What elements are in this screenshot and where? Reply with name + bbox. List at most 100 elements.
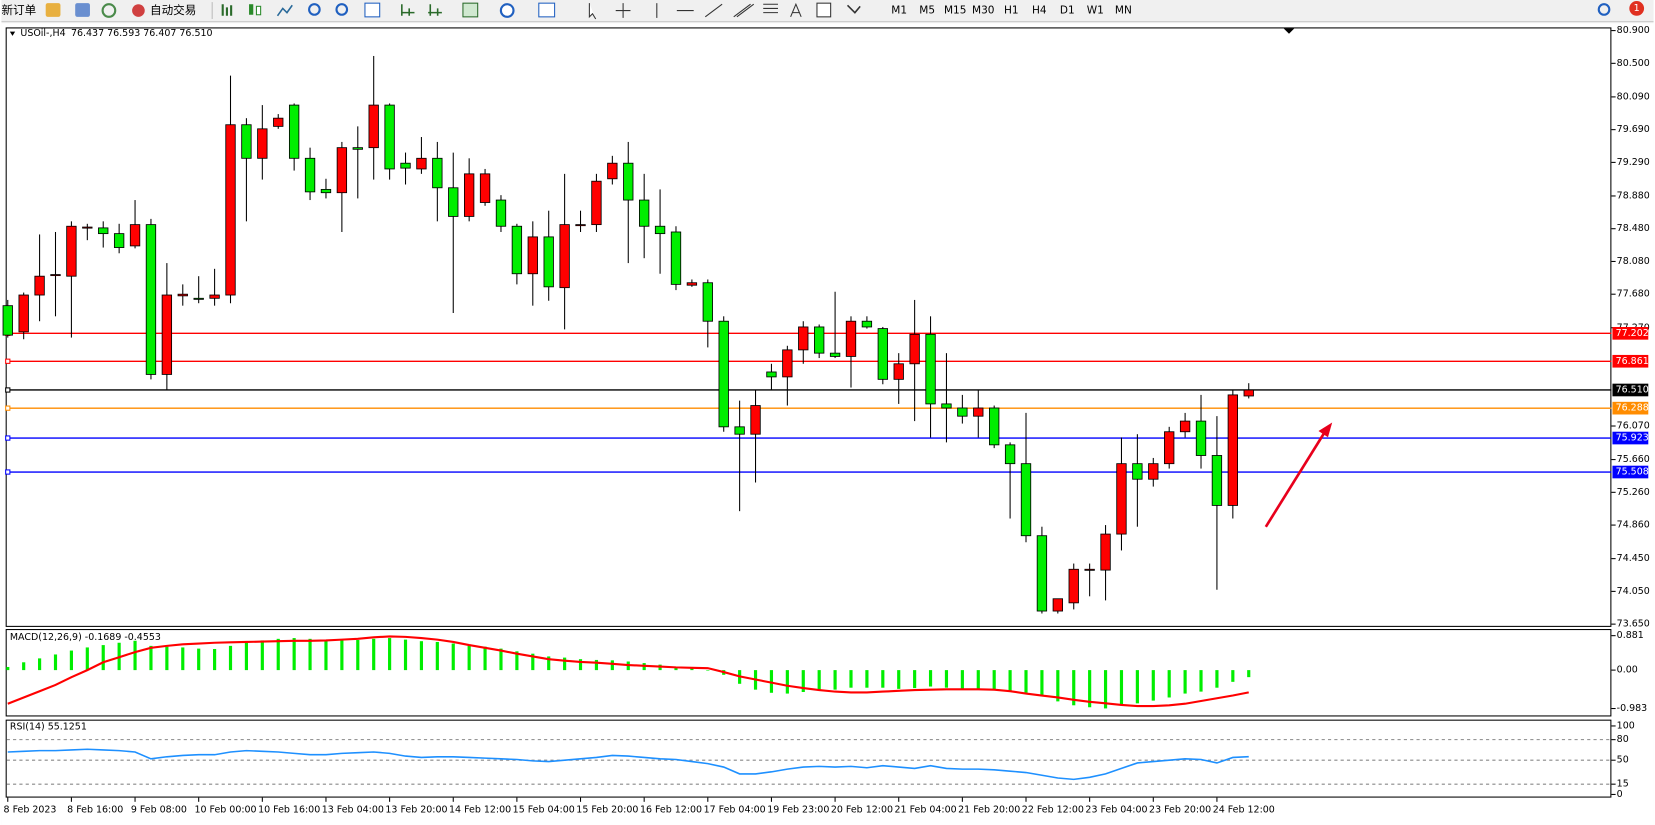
level-tag-label: 76.510 [1616,384,1649,395]
auto-trading-icon[interactable] [132,4,145,17]
new-order-button[interactable]: 新订单 [1,3,36,17]
candle-body [1020,463,1032,537]
candle-body [1179,420,1191,433]
macd-bar [992,670,996,690]
timeframe-button[interactable]: H1 [1004,5,1019,17]
candle-body [909,333,920,365]
timeframe-group: M1 M5 M15 M30 H1 H4 D1 W1 MN [891,5,1132,17]
candle-body [432,157,443,189]
macd-bar [801,670,805,693]
macd-bar [403,639,408,671]
candle-body [400,162,411,169]
x-tick-label: 14 Feb 12:00 [449,805,511,816]
channel-icon[interactable] [733,3,755,18]
autoscroll-icon[interactable] [428,4,442,16]
candle-body [1068,568,1079,604]
candle-body [1243,389,1254,397]
macd-bar [817,670,821,691]
macd-bar [1024,670,1028,693]
tile-icon[interactable] [364,2,381,18]
candle-body [288,104,300,159]
notification-count[interactable]: 1 [1634,3,1640,14]
macd-bar [244,642,248,671]
candle-body [973,407,984,417]
zoom-out-icon[interactable] [335,3,349,16]
cursor-icon[interactable] [588,3,597,20]
text-icon[interactable] [790,2,802,18]
candle-body [941,403,952,409]
candle-icon[interactable] [249,4,254,15]
timeframe-button[interactable]: M15 [944,5,966,17]
bar-chart-icon[interactable] [221,4,233,16]
candle-body [1148,463,1159,480]
y-tick-label: 100 [1617,720,1635,731]
arrows-icon[interactable] [846,4,861,14]
icon[interactable] [75,3,90,17]
y-tick-label: 80 [1617,734,1629,745]
macd-bar [435,641,439,671]
macd-bar [1215,670,1219,688]
shift-icon[interactable] [401,4,415,16]
annotation-arrow-head [1318,422,1333,438]
candle-body [1004,444,1016,465]
crosshair-icon[interactable] [615,3,631,18]
macd-bar [706,670,710,671]
trendline-icon[interactable] [704,3,723,18]
candle-body [511,225,523,275]
plot-layer: 80.900 80.500 80.090 79.690 79.290 78.880 78.4… [2,25,1650,816]
x-tick-label: 15 Feb 04:00 [513,805,575,816]
fibo-icon[interactable] [763,3,778,14]
timeframe-button[interactable]: M5 [919,5,935,17]
indicators-icon[interactable] [462,2,479,18]
timeframe-button[interactable]: H4 [1032,5,1047,17]
icon[interactable] [101,3,117,18]
zoom-in-icon[interactable] [308,3,321,16]
timeframe-button[interactable]: M1 [891,5,907,17]
macd-bar [53,654,58,671]
x-tick-label: 21 Feb 20:00 [958,805,1020,816]
candle-body [161,294,173,375]
candle-body [352,147,363,150]
candle-body [1132,463,1143,480]
macd-bar [149,645,153,671]
periods-icon[interactable] [499,3,515,18]
timeframe-button[interactable]: D1 [1060,5,1075,17]
candle-icon[interactable] [255,5,262,16]
macd-bar [928,670,933,687]
timeframe-button[interactable]: M30 [972,5,994,17]
x-tick-label: 13 Feb 20:00 [385,805,447,816]
candle-body [177,293,188,297]
macd-bar [960,670,964,689]
icon[interactable] [45,3,61,17]
notification-badge[interactable] [1629,1,1645,16]
x-tick-label: 20 Feb 12:00 [831,805,893,816]
search-icon[interactable] [1597,3,1611,16]
timeframe-button[interactable]: W1 [1087,5,1104,17]
macd-bar [865,670,869,688]
candle-body [1084,568,1095,571]
candle-body [814,326,825,354]
label-icon[interactable] [816,2,832,18]
macd-bar [133,640,137,671]
macd-bar [563,657,567,671]
macd-bar [833,670,837,690]
timeframe-button[interactable]: MN [1115,5,1132,17]
macd-bar [515,651,519,671]
candle-body [479,173,491,203]
macd-bar [1072,670,1076,706]
templates-icon[interactable] [538,2,556,18]
auto-trading-button[interactable]: 自动交易 [150,3,196,17]
candle-body [416,157,427,170]
candle-body [1036,535,1048,612]
line-icon[interactable] [276,4,293,17]
macd-bar [340,639,344,671]
macd-bar [1135,670,1139,704]
y-tick-label: 0.00 [1617,665,1638,676]
level-tag [1612,431,1649,445]
candle-body [798,326,809,351]
candle-body [66,225,77,277]
candle-body [1195,420,1207,456]
rsi-title: RSI(14) 55.1251 [10,722,87,733]
candle-body [257,128,268,159]
candle-body [607,162,618,180]
